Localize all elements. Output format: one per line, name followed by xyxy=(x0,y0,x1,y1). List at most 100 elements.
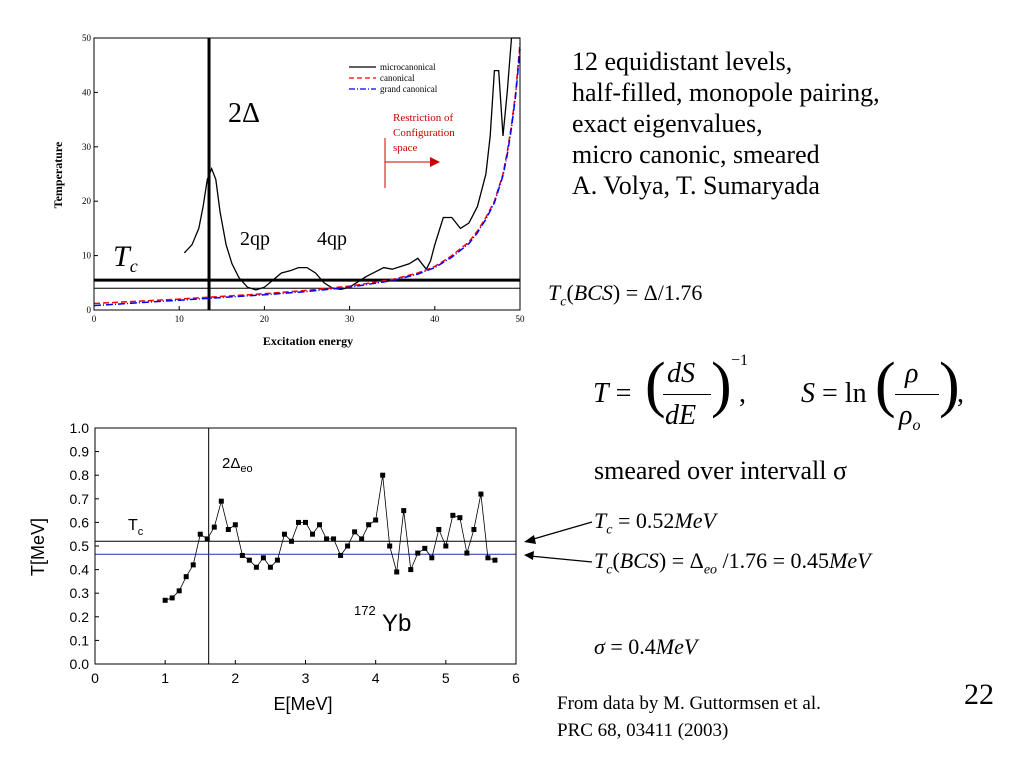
description-line: micro canonic, smeared xyxy=(572,140,820,169)
bottom-y-tick-label: 1.0 xyxy=(70,420,90,436)
tc-label-top: Tc xyxy=(113,240,138,276)
two-delta-eo-label: 2Δeo xyxy=(222,455,253,475)
yb-data-point xyxy=(190,562,196,568)
top-x-tick-label: 20 xyxy=(260,314,270,324)
yb-data-point xyxy=(457,515,463,521)
top-chart: 0 10 20 30 40 50 0 10 20 30 40 50 Excitation energy… xyxy=(51,33,525,348)
bottom-chart-xlabel: E[MeV] xyxy=(273,694,332,714)
yb-label: Yb xyxy=(382,610,411,637)
bottom-x-tick-label: 0 xyxy=(91,670,99,686)
bottom-y-tick-label: 0.6 xyxy=(70,514,90,530)
yb-data-point xyxy=(246,557,252,563)
yb-data-point xyxy=(359,536,365,542)
yb-data-point xyxy=(288,538,294,544)
bottom-y-tick-label: 0.0 xyxy=(70,656,90,672)
bottom-y-tick-label: 0.5 xyxy=(70,538,90,554)
bottom-y-tick-label: 0.2 xyxy=(70,609,90,625)
tc-value: Tc = 0.52MeV xyxy=(594,508,716,538)
bottom-y-tick-label: 0.1 xyxy=(70,632,90,648)
yb-data-line xyxy=(165,475,496,601)
pointer-arrows xyxy=(524,521,593,563)
top-y-tick-label: 30 xyxy=(82,142,92,152)
top-y-tick-label: 0 xyxy=(87,305,92,315)
yb-data-point xyxy=(415,550,421,556)
yb-data-point xyxy=(401,508,407,514)
tc-bcs-definition: Tc(BCS) = Δ/1.76 xyxy=(548,280,703,310)
bottom-x-tick-label: 4 xyxy=(372,670,380,686)
bottom-chart-reference-lines xyxy=(95,428,516,664)
bottom-y-tick-label: 0.8 xyxy=(70,467,90,483)
yb-data-point xyxy=(183,574,189,580)
yb-data-point xyxy=(338,552,344,558)
top-chart-series xyxy=(93,37,521,307)
top-chart-ylabel: Temperature xyxy=(51,141,65,208)
yb-data-point xyxy=(204,536,210,542)
yb-data-point xyxy=(169,595,175,601)
top-x-tick-label: 10 xyxy=(175,314,185,324)
arrow-tc-bcs xyxy=(529,555,593,563)
reference-block: From data by M. Guttormsen et al. PRC 68… xyxy=(557,690,821,744)
legend-label-grand-canonical: grand canonical xyxy=(380,84,438,94)
restriction-line-1: Restriction of xyxy=(393,112,454,124)
top-x-tick-label: 40 xyxy=(430,314,440,324)
yb-data-point xyxy=(373,517,379,523)
bottom-y-tick-label: 0.9 xyxy=(70,444,90,460)
arrow-tc-head xyxy=(524,535,536,544)
yb-data-point xyxy=(394,569,400,575)
yb-data-point xyxy=(176,588,182,594)
bottom-x-tick-label: 6 xyxy=(512,670,520,686)
yb-data-point xyxy=(239,552,245,558)
bottom-y-tick-label: 0.3 xyxy=(70,585,90,601)
bottom-x-tick-label: 2 xyxy=(231,670,239,686)
temperature-definition: T = ( dS dE ) −1 , S = ln ( ρ ρo ) , xyxy=(593,351,964,434)
yb-data-point xyxy=(331,536,337,542)
series-line-microcanonical xyxy=(183,37,520,291)
top-chart-legend: microcanonical canonical grand canonical xyxy=(349,62,438,94)
yb-superscript: 172 xyxy=(354,603,376,618)
yb-data-point xyxy=(317,522,323,528)
arrow-tc-bcs-head xyxy=(524,551,534,560)
top-x-tick-label: 30 xyxy=(345,314,355,324)
yb-data-point xyxy=(436,526,442,532)
two-qp-label: 2qp xyxy=(240,228,270,250)
tc-bcs-value: Tc(BCS) = Δeo /1.76 = 0.45MeV xyxy=(594,548,871,578)
yb-data-point xyxy=(443,543,449,549)
top-y-tick-label: 50 xyxy=(82,33,92,43)
top-y-tick-label: 20 xyxy=(82,196,92,206)
restriction-line-3: space xyxy=(393,142,418,154)
yb-data-point xyxy=(450,512,456,518)
sigma-value: σ = 0.4MeV xyxy=(594,634,698,659)
top-chart-reference-lines xyxy=(94,38,520,310)
yb-data-point xyxy=(303,519,308,525)
yb-data-point xyxy=(429,555,435,561)
top-y-tick-label: 40 xyxy=(82,87,92,97)
bottom-chart: 0 1 2 3 4 5 6 0.0 0.1 0.2 0.3 0.4 0.5 0.6 0.7 0.8 0.9 1.0… xyxy=(28,420,520,714)
yb-data-point xyxy=(260,555,266,561)
yb-data-point xyxy=(218,498,224,504)
bottom-chart-series xyxy=(162,472,498,603)
yb-data-point xyxy=(197,531,203,537)
legend-label-canonical: canonical xyxy=(380,73,415,83)
yb-data-point xyxy=(492,557,498,563)
bottom-y-tick-label: 0.4 xyxy=(70,562,90,578)
description-line: half-filled, monopole pairing, xyxy=(572,78,880,107)
four-qp-label: 4qp xyxy=(317,228,347,250)
yb-data-point xyxy=(422,545,428,551)
restriction-arrow-head xyxy=(430,157,440,167)
smeared-text: smeared over intervall σ xyxy=(594,456,847,485)
bottom-chart-frame xyxy=(94,427,517,665)
yb-data-point xyxy=(345,543,351,549)
series-line-grand-canonical xyxy=(93,48,521,307)
description-line: exact eigenvalues, xyxy=(572,109,763,138)
yb-data-point xyxy=(281,531,287,537)
yb-data-point xyxy=(380,472,386,478)
yb-data-point xyxy=(387,543,393,549)
yb-data-point xyxy=(478,491,484,497)
yb-data-point xyxy=(464,550,470,556)
yb-data-point xyxy=(295,519,301,525)
yb-data-point xyxy=(324,536,330,542)
reference-line-1: From data by M. Guttormsen et al. xyxy=(557,693,821,714)
top-y-tick-label: 10 xyxy=(82,251,92,261)
slide-number: 22 xyxy=(964,678,994,711)
description-line: 12 equidistant levels, xyxy=(572,47,793,76)
